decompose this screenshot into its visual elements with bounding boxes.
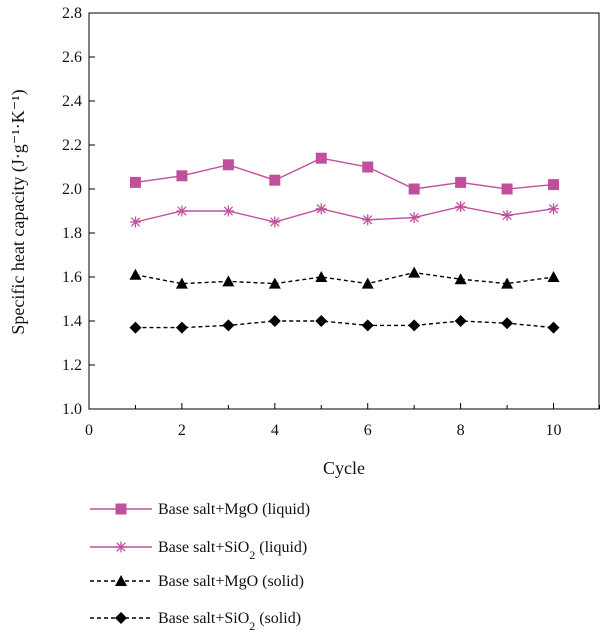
data-point: [269, 174, 281, 186]
data-point: [222, 159, 234, 171]
series-2: [129, 266, 560, 289]
y-tick-label: 1.4: [62, 313, 82, 330]
data-point: [222, 205, 234, 217]
y-tick-label: 1.8: [62, 225, 82, 242]
legend-label: Base salt+SiO2 (liquid): [158, 539, 307, 562]
y-tick-label: 2.4: [62, 93, 82, 110]
data-point: [315, 203, 327, 215]
y-tick-label: 1.6: [62, 269, 82, 286]
series-line: [135, 205, 554, 223]
y-tick-label: 2.8: [62, 5, 82, 22]
x-tick-label: 6: [364, 422, 372, 439]
series-line: [135, 320, 554, 329]
legend-item: Base salt+MgO (liquid): [90, 501, 310, 518]
y-tick-label: 1.2: [62, 357, 82, 374]
legend-item: Base salt+SiO2 (liquid): [90, 539, 307, 562]
legend-marker: [115, 612, 127, 624]
data-point: [129, 268, 142, 280]
data-point: [175, 321, 188, 334]
y-tick-label: 1.0: [62, 401, 82, 418]
data-point: [361, 277, 374, 289]
data-point: [408, 183, 420, 195]
data-point: [548, 203, 560, 215]
legend-label: Base salt+SiO2 (solid): [158, 610, 301, 633]
data-point: [454, 315, 467, 327]
legend-item: Base salt+MgO (solid): [90, 573, 304, 590]
x-tick-label: 4: [271, 422, 279, 439]
y-axis-title: Specific heat capacity (J·g⁻¹·K⁻¹): [8, 89, 29, 334]
data-point: [455, 176, 467, 188]
data-point: [176, 205, 188, 217]
legend-item: Base salt+SiO2 (solid): [90, 610, 301, 633]
data-point: [501, 317, 514, 330]
series-line: [135, 271, 554, 285]
plot-frame: [88, 12, 600, 410]
x-tick-label: 10: [546, 422, 562, 439]
data-point: [547, 321, 560, 334]
data-point: [454, 273, 467, 285]
data-point: [129, 176, 141, 188]
data-point: [268, 277, 281, 289]
data-point: [315, 271, 328, 282]
data-point: [315, 152, 327, 164]
series-3: [129, 315, 560, 334]
data-point: [129, 216, 141, 228]
legend: Base salt+MgO (liquid) Base salt+SiO2 (li…: [90, 501, 310, 633]
x-tick-label: 2: [178, 422, 186, 439]
legend-label: Base salt+MgO (liquid): [158, 501, 310, 518]
data-point: [408, 319, 421, 332]
data-point: [129, 321, 142, 334]
data-point: [408, 266, 421, 278]
data-point: [315, 315, 328, 327]
series-1: [129, 201, 560, 228]
data-point: [455, 201, 467, 213]
legend-label: Base salt+MgO (solid): [158, 573, 304, 590]
data-point: [362, 161, 374, 173]
x-tick-label: 8: [457, 422, 465, 439]
x-axis: 0 2 4 6 8 10: [85, 403, 600, 439]
legend-marker: [115, 541, 127, 553]
series-layer: [129, 152, 560, 334]
data-point: [362, 214, 374, 226]
data-point: [501, 277, 514, 289]
data-point: [222, 319, 235, 332]
y-tick-label: 2.2: [62, 137, 82, 154]
data-point: [268, 315, 281, 327]
x-tick-label: 0: [85, 422, 93, 439]
plot-border: [88, 12, 600, 410]
data-point: [408, 212, 420, 224]
series-line: [135, 157, 554, 190]
data-point: [175, 277, 188, 289]
data-point: [269, 216, 281, 228]
data-point: [548, 179, 560, 191]
data-point: [501, 183, 513, 195]
legend-marker: [115, 503, 127, 515]
data-point: [222, 275, 235, 287]
data-point: [176, 170, 188, 182]
legend-marker: [115, 575, 127, 586]
y-tick-label: 2.6: [62, 49, 82, 66]
data-point: [547, 271, 560, 282]
series-0: [129, 152, 560, 195]
x-axis-title: Cycle: [323, 458, 365, 478]
y-tick-label: 2.0: [62, 181, 82, 198]
data-point: [501, 209, 513, 221]
data-point: [361, 319, 374, 332]
y-axis: 1.0 1.2 1.4 1.6 1.8 2.0 2.2 2.4 2.6 2.8: [62, 5, 95, 418]
